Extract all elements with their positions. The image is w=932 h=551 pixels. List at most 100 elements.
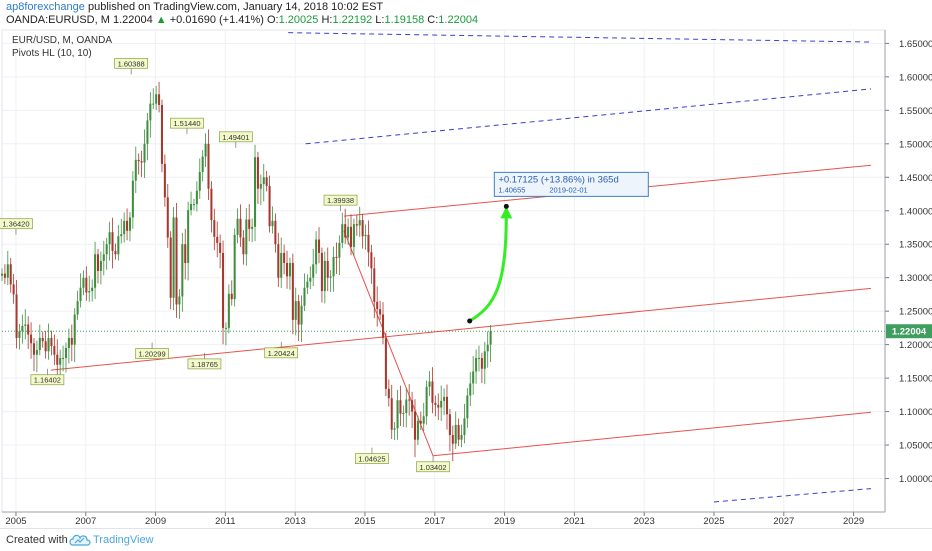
candle-body <box>227 293 230 328</box>
y-tick-label: 1.00000 <box>899 474 932 485</box>
x-tick-label: 2023 <box>634 516 655 527</box>
candle-body <box>169 237 172 298</box>
pivot-label-box <box>218 131 253 143</box>
candle-body <box>105 244 108 255</box>
y-tick-label: 1.20000 <box>899 340 932 351</box>
candle-body <box>160 104 163 164</box>
candle-body <box>288 262 291 277</box>
x-tick-label: 2007 <box>75 516 96 527</box>
pivot-label-box <box>264 347 299 359</box>
candle-body <box>166 197 169 238</box>
candle-body <box>245 219 248 255</box>
pivot-label: 1.04625 <box>358 455 385 464</box>
pivot-label: 1.18765 <box>191 360 218 369</box>
pivot-label-box <box>355 453 389 464</box>
candle-body <box>431 381 434 403</box>
candle-body <box>207 143 210 189</box>
plot-frame <box>1 29 886 513</box>
forecast-end-dot <box>503 203 509 209</box>
candle-body <box>251 226 254 229</box>
candle-body <box>140 161 143 163</box>
candle-body <box>393 428 396 430</box>
chart-header: ap8forexchange published on TradingView.… <box>0 0 932 28</box>
x-tick-label: 2029 <box>843 516 864 527</box>
candle-body <box>88 291 91 293</box>
candle-body <box>187 210 190 263</box>
y-tick-label: 1.35000 <box>899 240 932 251</box>
candle-body <box>30 334 33 344</box>
candle-body <box>451 435 454 444</box>
candle-body <box>361 220 364 237</box>
x-tick-label: 2009 <box>145 516 166 527</box>
pivot-label: 1.03402 <box>419 463 446 472</box>
candle-body <box>213 220 216 237</box>
candle-body <box>291 262 294 320</box>
candle-body <box>469 383 472 396</box>
open-label: O: <box>267 14 279 26</box>
candle-body <box>120 234 123 237</box>
candle-body <box>27 324 30 335</box>
forecast-target-price: 1.40655 <box>498 185 525 194</box>
candle-body <box>178 296 181 305</box>
candle-body <box>358 220 361 226</box>
candle-body <box>6 264 9 278</box>
forecast-arrowhead <box>500 206 513 219</box>
indicator-title[interactable]: Pivots HL (10, 10) <box>12 48 92 59</box>
candle-body <box>96 254 99 271</box>
candle-body <box>12 284 15 295</box>
candle-body <box>318 239 321 253</box>
candle-body <box>47 337 50 352</box>
forecast-curve <box>468 216 508 323</box>
candle-body <box>204 143 207 157</box>
last-price: 1.22004 <box>112 14 153 26</box>
pivot-label: 1.51440 <box>173 119 200 128</box>
pivot-label-box <box>135 348 169 359</box>
author-link[interactable]: ap8forexchange <box>6 1 85 13</box>
candle-body <box>472 371 475 384</box>
candle-body <box>475 358 478 372</box>
candle-body <box>352 224 355 247</box>
candle-body <box>413 411 417 440</box>
candle-body <box>370 252 373 269</box>
y-tick-label: 1.05000 <box>899 441 932 452</box>
candle-body <box>181 244 184 297</box>
candle-body <box>283 252 286 263</box>
candle-body <box>201 156 204 172</box>
candle-body <box>381 314 385 338</box>
candle-body <box>239 218 242 238</box>
candle-body <box>44 341 47 352</box>
high-label: H: <box>321 14 333 26</box>
candle-body <box>294 301 297 320</box>
candle-body <box>175 217 178 305</box>
tradingview-brand[interactable]: TradingView <box>93 534 154 546</box>
candle-body <box>126 220 129 231</box>
candle-body <box>440 400 443 408</box>
trend-line <box>343 230 434 456</box>
tradingview-cloud-icon <box>69 534 91 546</box>
candle-body <box>82 277 85 288</box>
candle-body <box>248 219 251 229</box>
candle-body <box>35 349 38 355</box>
up-arrow-icon: ▲ <box>155 14 167 26</box>
candle-body <box>477 358 481 360</box>
candle-body <box>411 400 414 412</box>
time-axis: 2005 2007 2009 2011 2013 2015 2017 2019 2021 2023… <box>2 511 885 527</box>
x-tick-label: 2027 <box>773 516 794 527</box>
candle-body <box>379 309 382 315</box>
last-price-badge <box>886 324 932 339</box>
candle-body <box>405 399 408 413</box>
series-title[interactable]: EUR/USD, M, OANDA <box>12 35 113 46</box>
footer-bar: Created with TradingView <box>0 528 932 551</box>
candle-body <box>99 260 102 271</box>
candle-body <box>41 337 44 342</box>
candle-body <box>349 226 353 247</box>
x-tick-label: 2021 <box>564 516 585 527</box>
candle-body <box>387 388 390 399</box>
candle-body <box>53 345 56 355</box>
candle-body <box>309 277 312 282</box>
candle-body <box>422 416 425 424</box>
candle-body <box>256 157 259 189</box>
candle-body <box>236 218 239 235</box>
